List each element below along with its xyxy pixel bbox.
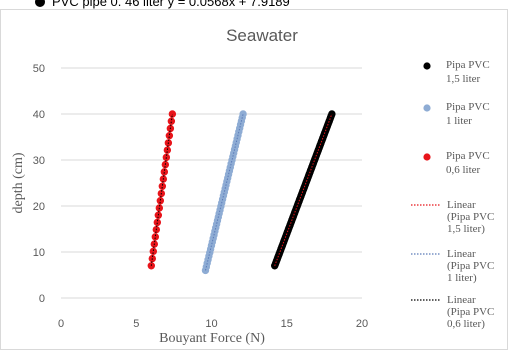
data-point: [165, 131, 174, 140]
series-1: [201, 110, 247, 275]
data-point: [167, 117, 176, 125]
series-0: [271, 110, 336, 270]
y-tick-label: 0: [39, 293, 45, 305]
x-tick-label: 10: [205, 318, 217, 330]
x-tick-label: 5: [133, 318, 139, 330]
legend-trend-label: Linear (Pipa PVC 0,6 liter): [447, 294, 494, 330]
x-tick-label: 0: [58, 318, 64, 330]
axis-ticks: 0 10 20 30 40 50 0 5 10 15 20: [33, 63, 368, 330]
legend-marker: [423, 153, 431, 161]
legend-trend-label: Linear (Pipa PVC 1 liter): [447, 248, 494, 284]
x-axis-label: Bouyant Force (N): [159, 331, 265, 346]
chart-title: Seawater: [226, 26, 298, 45]
legend-entry-label: Pipa PVC 1 liter: [446, 101, 490, 127]
x-tick-label: 15: [281, 318, 293, 330]
legend-entry-label: Pipa PVC 1,5 liter: [446, 59, 490, 85]
trendline: [274, 113, 333, 266]
top-caption: PVC pipe 0. 46 liter y = 0.0568x + 7.918…: [52, 0, 290, 9]
y-tick-label: 20: [33, 201, 45, 213]
y-tick-label: 10: [33, 247, 45, 259]
y-tick-label: 30: [33, 155, 45, 167]
data-point: [158, 182, 167, 190]
data-series: [147, 110, 336, 275]
y-axis-label: depth (cm): [11, 152, 26, 213]
series-2: [147, 110, 177, 270]
legend-entry-label: Pipa PVC 0,6 liter: [446, 150, 490, 176]
legend: Pipa PVC 1,5 liter Pipa PVC 1 liter Pipa PVC…: [411, 59, 494, 330]
data-point: [151, 233, 160, 241]
y-tick-label: 50: [33, 63, 45, 75]
legend-marker: [423, 104, 431, 112]
legend-trend-label: Linear (Pipa PVC 1,5 liter): [447, 199, 494, 235]
y-tick-label: 40: [33, 109, 45, 121]
caption-marker-icon: [35, 0, 45, 7]
data-point: [160, 168, 169, 176]
x-tick-label: 20: [356, 318, 368, 330]
data-point: [149, 247, 158, 256]
legend-marker: [423, 62, 431, 70]
data-point: [239, 110, 247, 118]
top-caption-group: PVC pipe 0. 46 liter y = 0.0568x + 7.918…: [35, 0, 290, 9]
gridlines: [61, 67, 362, 299]
